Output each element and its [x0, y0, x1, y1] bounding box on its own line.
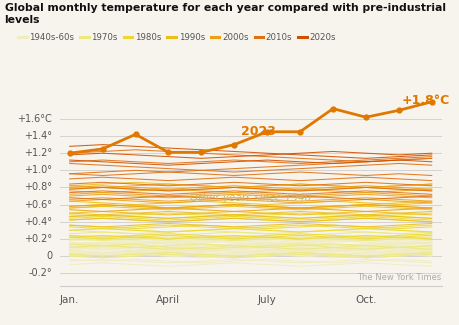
Text: +1.0°: +1.0°	[24, 165, 52, 175]
Text: +0.4°: +0.4°	[24, 217, 52, 227]
Text: +0.2°: +0.2°	[24, 234, 52, 244]
Text: +1.6°C: +1.6°C	[17, 114, 52, 124]
Text: 2023: 2023	[241, 125, 275, 138]
Text: 0: 0	[46, 251, 52, 261]
Text: +1.2°: +1.2°	[24, 148, 52, 158]
Text: -0.2°: -0.2°	[28, 268, 52, 278]
Text: +0.8°: +0.8°	[24, 182, 52, 192]
Text: Global monthly temperature for each year compared with pre-industrial levels: Global monthly temperature for each year…	[5, 3, 445, 25]
Text: +0.6°: +0.6°	[24, 200, 52, 210]
Legend: 1940s-60s, 1970s, 1980s, 1990s, 2000s, 2010s, 2020s: 1940s-60s, 1970s, 1980s, 1990s, 2000s, 2…	[14, 29, 339, 45]
Text: +1.8°C: +1.8°C	[401, 94, 449, 107]
Text: +1.4°: +1.4°	[24, 131, 52, 141]
Text: The New York Times: The New York Times	[357, 273, 441, 282]
Text: Other years since 1940: Other years since 1940	[190, 193, 311, 203]
